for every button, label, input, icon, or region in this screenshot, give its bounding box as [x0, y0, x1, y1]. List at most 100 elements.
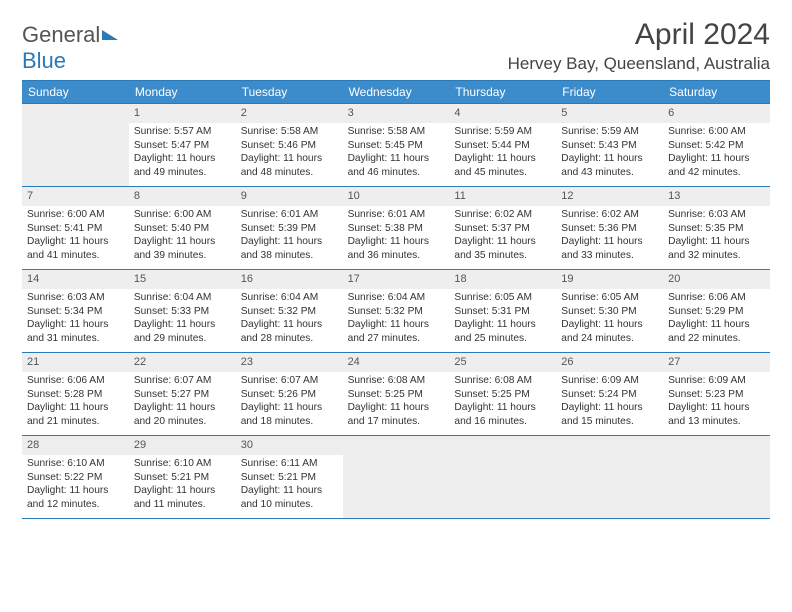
month-title: April 2024	[508, 18, 770, 52]
daylight-line1: Daylight: 11 hours	[27, 484, 124, 498]
daylight-line2: and 18 minutes.	[241, 415, 338, 429]
sunset-text: Sunset: 5:43 PM	[561, 139, 658, 153]
sunrise-text: Sunrise: 6:05 AM	[454, 291, 551, 305]
daylight-line1: Daylight: 11 hours	[241, 235, 338, 249]
daylight-line1: Daylight: 11 hours	[134, 235, 231, 249]
daylight-line2: and 29 minutes.	[134, 332, 231, 346]
sunrise-text: Sunrise: 6:04 AM	[241, 291, 338, 305]
daylight-line2: and 31 minutes.	[27, 332, 124, 346]
daylight-line1: Daylight: 11 hours	[454, 401, 551, 415]
day-cell: 20Sunrise: 6:06 AMSunset: 5:29 PMDayligh…	[663, 270, 770, 352]
brand-text: General Blue	[22, 22, 118, 74]
daylight-line2: and 39 minutes.	[134, 249, 231, 263]
daylight-line1: Daylight: 11 hours	[561, 318, 658, 332]
sunrise-text: Sunrise: 5:59 AM	[454, 125, 551, 139]
day-cell: 11 Sunrise: 6:02 AMSunset: 5:37 PMDayligh…	[449, 187, 556, 269]
day-cell: 10Sunrise: 6:01 AMSunset: 5:38 PMDayligh…	[343, 187, 450, 269]
daylight-line2: and 49 minutes.	[134, 166, 231, 180]
sunrise-text: Sunrise: 5:58 AM	[348, 125, 445, 139]
day-cell: 7Sunrise: 6:00 AMSunset: 5:41 PMDaylight…	[22, 187, 129, 269]
daylight-line2: and 10 minutes.	[241, 498, 338, 512]
daylight-line1: Daylight: 11 hours	[134, 318, 231, 332]
sunrise-text: Sunrise: 6:03 AM	[27, 291, 124, 305]
day-number: 19	[556, 270, 663, 289]
daylight-line2: and 20 minutes.	[134, 415, 231, 429]
sunrise-text: Sunrise: 6:07 AM	[134, 374, 231, 388]
weekday-header: Wednesday	[343, 81, 450, 103]
sunrise-text: Sunrise: 6:10 AM	[134, 457, 231, 471]
sunrise-text: Sunrise: 6:00 AM	[668, 125, 765, 139]
day-number: 17	[343, 270, 450, 289]
sunset-text: Sunset: 5:22 PM	[27, 471, 124, 485]
sunrise-text: Sunrise: 6:08 AM	[454, 374, 551, 388]
day-number: 18	[449, 270, 556, 289]
triangle-icon	[102, 30, 118, 40]
week-row: 14Sunrise: 6:03 AMSunset: 5:34 PMDayligh…	[22, 269, 770, 352]
sunset-text: Sunset: 5:37 PM	[454, 222, 551, 236]
daylight-line2: and 36 minutes.	[348, 249, 445, 263]
day-number: 7	[22, 187, 129, 206]
daylight-line2: and 15 minutes.	[561, 415, 658, 429]
day-number: 10	[343, 187, 450, 206]
sunset-text: Sunset: 5:30 PM	[561, 305, 658, 319]
daylight-line2: and 24 minutes.	[561, 332, 658, 346]
sunrise-text: Sunrise: 6:11 AM	[241, 457, 338, 471]
sunrise-text: Sunrise: 6:03 AM	[668, 208, 765, 222]
daylight-line1: Daylight: 11 hours	[668, 235, 765, 249]
weeks-container: 1Sunrise: 5:57 AMSunset: 5:47 PMDaylight…	[22, 103, 770, 518]
sunset-text: Sunset: 5:39 PM	[241, 222, 338, 236]
sunrise-text: Sunrise: 6:09 AM	[561, 374, 658, 388]
day-cell: 16Sunrise: 6:04 AMSunset: 5:32 PMDayligh…	[236, 270, 343, 352]
day-cell: 17Sunrise: 6:04 AMSunset: 5:32 PMDayligh…	[343, 270, 450, 352]
sunset-text: Sunset: 5:36 PM	[561, 222, 658, 236]
day-number: 3	[343, 104, 450, 123]
day-number: 5	[556, 104, 663, 123]
daylight-line1: Daylight: 11 hours	[241, 401, 338, 415]
daylight-line2: and 11 minutes.	[134, 498, 231, 512]
day-number: 25	[449, 353, 556, 372]
day-cell: 3Sunrise: 5:58 AMSunset: 5:45 PMDaylight…	[343, 104, 450, 186]
sunset-text: Sunset: 5:33 PM	[134, 305, 231, 319]
day-number: 15	[129, 270, 236, 289]
day-cell: 4Sunrise: 5:59 AMSunset: 5:44 PMDaylight…	[449, 104, 556, 186]
sunrise-text: Sunrise: 6:02 AM	[454, 208, 551, 222]
sunset-text: Sunset: 5:23 PM	[668, 388, 765, 402]
day-cell: 6Sunrise: 6:00 AMSunset: 5:42 PMDaylight…	[663, 104, 770, 186]
day-number: 28	[22, 436, 129, 455]
weekday-header: Saturday	[663, 81, 770, 103]
daylight-line1: Daylight: 11 hours	[348, 401, 445, 415]
sunset-text: Sunset: 5:21 PM	[134, 471, 231, 485]
sunset-text: Sunset: 5:35 PM	[668, 222, 765, 236]
daylight-line1: Daylight: 11 hours	[348, 235, 445, 249]
daylight-line1: Daylight: 11 hours	[561, 235, 658, 249]
weekday-header: Friday	[556, 81, 663, 103]
week-row: 28 Sunrise: 6:10 AM Sunset: 5:22 PMDayligh…	[22, 435, 770, 518]
sunrise-text: Sunrise: 5:59 AM	[561, 125, 658, 139]
sunset-text: Sunset: 5:25 PM	[348, 388, 445, 402]
daylight-line1: Daylight: 11 hours	[454, 318, 551, 332]
weekday-header: Tuesday	[236, 81, 343, 103]
daylight-line1: Daylight: 11 hours	[454, 235, 551, 249]
day-cell: 26Sunrise: 6:09 AMSunset: 5:24 PMDayligh…	[556, 353, 663, 435]
day-number: 11	[449, 187, 556, 206]
day-number: 14	[22, 270, 129, 289]
daylight-line2: and 35 minutes.	[454, 249, 551, 263]
day-number: 30	[236, 436, 343, 455]
daylight-line2: and 22 minutes.	[668, 332, 765, 346]
day-cell: 15Sunrise: 6:04 AMSunset: 5:33 PMDayligh…	[129, 270, 236, 352]
week-row: 21Sunrise: 6:06 AMSunset: 5:28 PMDayligh…	[22, 352, 770, 435]
daylight-line1: Daylight: 11 hours	[348, 152, 445, 166]
calendar-grid: Sunday Monday Tuesday Wednesday Thursday…	[22, 80, 770, 519]
brand-logo: General Blue	[22, 22, 118, 74]
daylight-line2: and 16 minutes.	[454, 415, 551, 429]
daylight-line2: and 21 minutes.	[27, 415, 124, 429]
day-cell: 18Sunrise: 6:05 AMSunset: 5:31 PMDayligh…	[449, 270, 556, 352]
sunrise-text: Sunrise: 6:09 AM	[668, 374, 765, 388]
blank-cell	[556, 436, 663, 518]
daylight-line1: Daylight: 11 hours	[27, 318, 124, 332]
header: General Blue April 2024 Hervey Bay, Quee…	[22, 18, 770, 74]
sunset-text: Sunset: 5:24 PM	[561, 388, 658, 402]
daylight-line2: and 12 minutes.	[27, 498, 124, 512]
daylight-line2: and 41 minutes.	[27, 249, 124, 263]
sunset-text: Sunset: 5:42 PM	[668, 139, 765, 153]
